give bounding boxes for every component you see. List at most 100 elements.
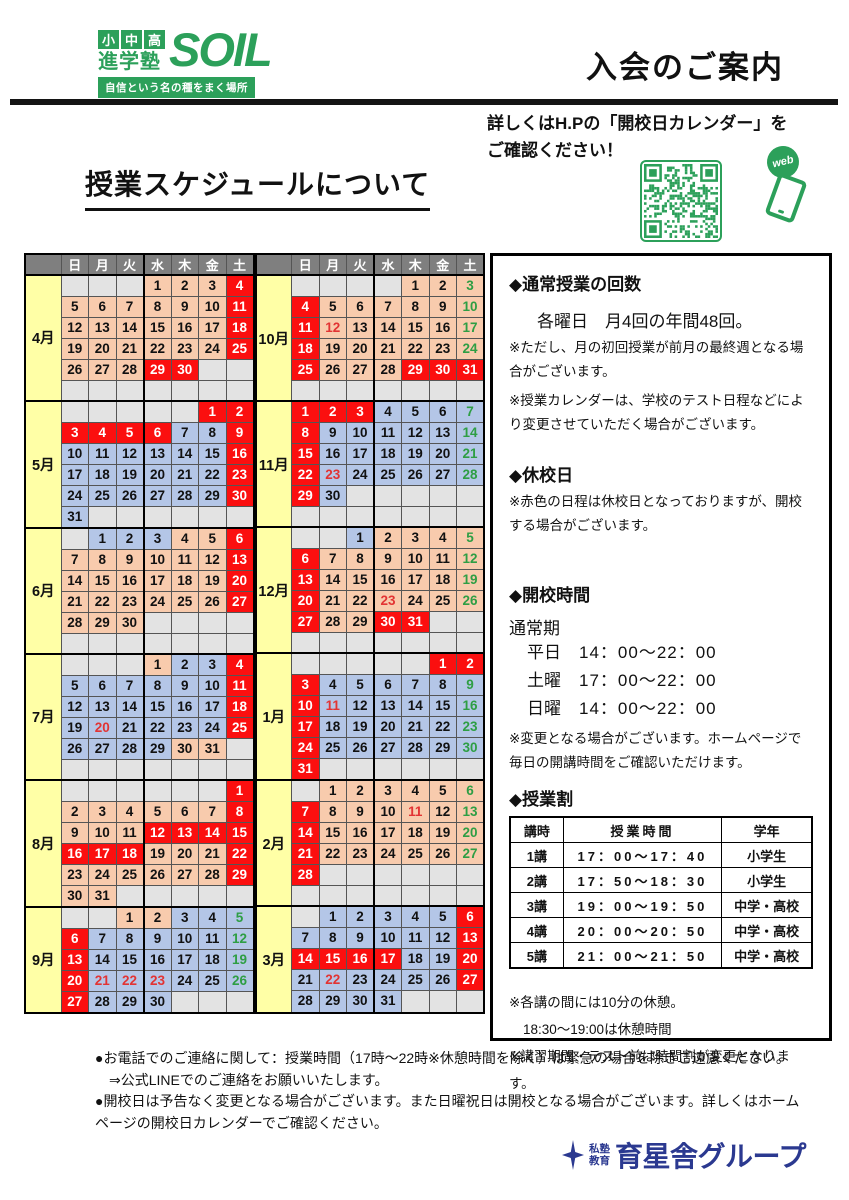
calendar-empty-cell: [401, 864, 430, 887]
calendar-day: 2: [142, 905, 172, 929]
calendar-day: 6: [428, 400, 457, 424]
calendar-day: 4: [428, 526, 457, 550]
calendar-day: 10: [291, 695, 320, 718]
calendar-empty-cell: [428, 506, 457, 528]
calendar-empty-cell: [456, 632, 485, 654]
calendar-day: 27: [142, 484, 172, 507]
calendar-day: 20: [60, 969, 89, 992]
calendar-day: 18: [373, 443, 402, 466]
calendar-day: 27: [88, 737, 117, 760]
calendar-day: 2: [170, 652, 199, 676]
calendar-day: 3: [198, 652, 227, 676]
calendar-day: 17: [142, 569, 172, 592]
calendar-empty-cell: [198, 990, 227, 1014]
calendar-day: 23: [318, 464, 347, 487]
calendar-empty-cell: [318, 758, 347, 781]
calendar-day: 7: [88, 927, 117, 950]
calendar-day: 18: [428, 569, 457, 592]
calendar-day: 13: [88, 317, 117, 339]
calendar-day: 13: [88, 695, 117, 718]
day-of-week-header: 土: [225, 253, 254, 276]
group-name: 育星舎グループ: [615, 1141, 806, 1172]
calendar-day: 23: [170, 338, 199, 360]
calendar-empty-cell: [318, 380, 347, 402]
calendar-day: 15: [428, 695, 457, 718]
day-of-week-header: 水: [142, 253, 172, 276]
month-label: 5月: [24, 399, 62, 529]
calendar-empty-cell: [456, 990, 485, 1014]
calendar-day: 4: [401, 905, 430, 929]
grade-badges: 小 中 高: [98, 29, 165, 49]
calendar-empty-cell: [346, 864, 375, 887]
calendar-day: 30: [346, 990, 375, 1014]
calendar-day: 6: [456, 905, 485, 929]
schedule-cell: 17：50～18：30: [562, 867, 723, 894]
calendar-day: 15: [318, 822, 347, 845]
calendar-day: 24: [88, 863, 117, 886]
calendar-day: 5: [401, 400, 430, 424]
day-of-week-header: 金: [428, 253, 457, 277]
calendar-day: 11: [401, 927, 430, 950]
calendar-empty-cell: [60, 778, 89, 802]
calendar-day: 8: [88, 548, 117, 571]
calendar-day: 22: [225, 842, 254, 865]
calendar-day: 9: [456, 674, 485, 697]
calendar-empty-cell: [373, 758, 402, 781]
schedule-column-header: 講時: [509, 816, 564, 844]
section-title: ◆開校時間: [509, 585, 591, 605]
calendar-day: 29: [142, 359, 172, 381]
calendar-day: 14: [198, 821, 227, 844]
calendar-day: 24: [60, 484, 89, 507]
schedule-cell: 17：00～17：40: [562, 842, 723, 869]
calendar-day: 18: [318, 716, 347, 739]
calendar-day: 22: [318, 843, 347, 866]
calendar-empty-cell: [170, 884, 199, 908]
calendar-empty-cell: [225, 611, 254, 634]
smartphone-icon: [764, 172, 808, 224]
hp-note-line1: 詳しくはH.Pの「開校日カレンダー」を: [487, 114, 788, 133]
calendar-day: 21: [318, 590, 347, 613]
calendar-day: 11: [170, 548, 199, 571]
calendar-day: 17: [88, 842, 117, 865]
calendar-day: 28: [291, 990, 320, 1014]
calendar-day: 31: [198, 737, 227, 760]
calendar-day: 16: [170, 317, 199, 339]
calendar-day: 2: [115, 526, 144, 550]
group-tag: 私塾: [589, 1142, 610, 1155]
calendar-day: 16: [225, 442, 254, 465]
calendar-day: 7: [115, 296, 144, 318]
open-hours-note: ※変更となる場合がございます。ホームページで毎日の開講時間をご確認いただけます。: [509, 730, 802, 771]
calendar-day: 22: [291, 464, 320, 487]
hp-note-line2: ご確認ください！: [487, 141, 623, 161]
calendar-day: 20: [170, 842, 199, 865]
calendar-day: 27: [170, 863, 199, 886]
calendar-day: 22: [115, 969, 144, 992]
calendar-day: 5: [428, 905, 457, 929]
calendar-day: 19: [225, 948, 254, 971]
calendar-day: 18: [225, 695, 254, 718]
calendar-day: 21: [401, 716, 430, 739]
calendar-day: 21: [88, 969, 117, 992]
footer-notes: ●お電話でのご連絡に関して：授業時間（17時～22時※休憩時間を除く）は緊急の場…: [95, 1048, 807, 1135]
calendar-day: 12: [60, 695, 89, 718]
calendar-day: 14: [115, 695, 144, 718]
month-label: 7月: [24, 652, 62, 781]
month-label: 12月: [255, 526, 292, 654]
calendar-empty-cell: [115, 652, 144, 676]
calendar-day: 13: [456, 801, 485, 824]
calendar-day: 15: [346, 569, 375, 592]
calendar-day: 19: [60, 338, 89, 360]
calendar-day: 20: [456, 948, 485, 971]
calendar-day: 20: [88, 338, 117, 360]
calendar-empty-cell: [142, 505, 172, 529]
calendar-day: 20: [456, 822, 485, 845]
calendar-empty-cell: [291, 380, 320, 402]
calendar-day: 21: [60, 590, 89, 613]
calendar-day: 29: [346, 611, 375, 634]
calendar-day: 17: [346, 443, 375, 466]
calendar-empty-cell: [115, 379, 144, 402]
calendar-day: 6: [88, 296, 117, 318]
calendar-empty-cell: [401, 632, 430, 654]
calendar-day: 28: [88, 990, 117, 1014]
calendar-empty-cell: [88, 505, 117, 529]
